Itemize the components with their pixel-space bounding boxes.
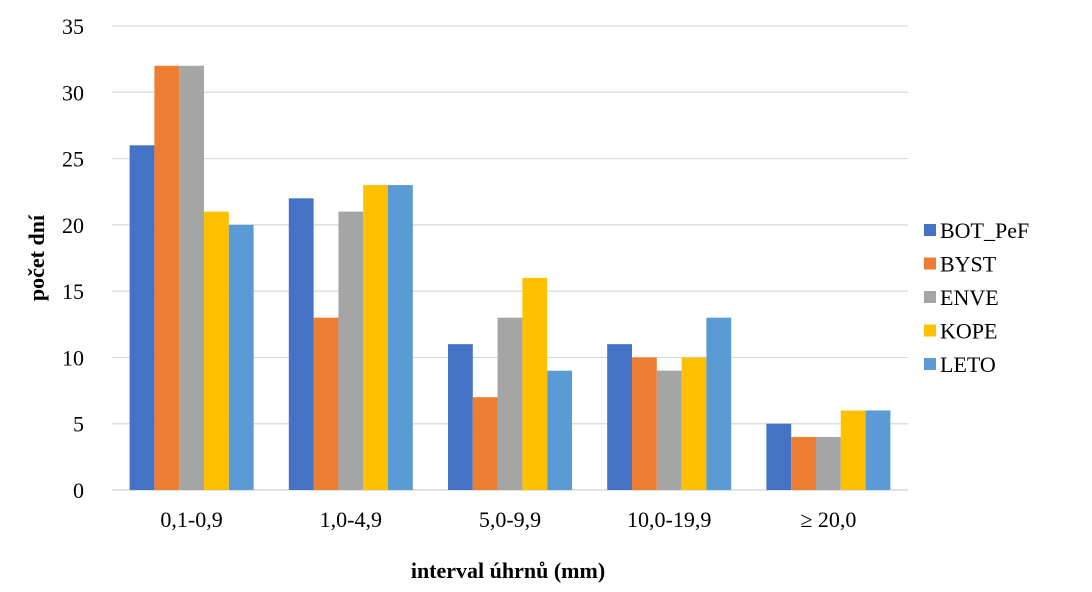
bar-byst-3 — [632, 357, 657, 490]
bar-bot-pef-2 — [448, 344, 473, 490]
bar-byst-1 — [313, 317, 339, 490]
legend-label: BOT_PeF — [940, 218, 1029, 243]
x-tick-label: 5,0-9,9 — [479, 507, 541, 532]
bar-leto-3 — [706, 317, 732, 490]
x-axis-title: interval úhrnů (mm) — [411, 558, 605, 583]
legend-label: ENVE — [940, 285, 999, 310]
y-tick-label: 35 — [62, 14, 84, 39]
bars — [129, 65, 891, 491]
legend: BOT_PeF BYST ENVE KOPE LETO — [924, 218, 1029, 377]
bar-bot-pef-0 — [129, 145, 155, 491]
y-tick-label: 0 — [73, 478, 84, 503]
y-axis-title: počet dní — [24, 214, 49, 301]
legend-label: LETO — [940, 352, 996, 377]
bar-leto-0 — [228, 224, 254, 490]
bar-byst-4 — [791, 436, 816, 490]
x-tick-label: 0,1-0,9 — [160, 507, 222, 532]
y-tick-label: 20 — [62, 213, 84, 238]
bar-enve-4 — [816, 436, 841, 490]
legend-swatch — [924, 257, 936, 270]
bar-enve-1 — [338, 211, 364, 490]
y-tick-label: 5 — [73, 412, 84, 437]
bar-leto-1 — [388, 185, 413, 491]
bar-leto-4 — [865, 410, 891, 490]
bar-byst-0 — [154, 65, 180, 491]
bar-kope-1 — [363, 185, 388, 491]
bar-enve-2 — [497, 317, 523, 490]
y-tick-label: 15 — [62, 279, 84, 304]
bar-bot-pef-1 — [288, 198, 314, 491]
bar-bot-pef-4 — [766, 423, 792, 490]
bar-enve-0 — [179, 65, 204, 491]
x-tick-label: ≥ 20,0 — [800, 507, 856, 532]
bar-leto-2 — [547, 370, 572, 490]
y-tick-label: 25 — [62, 147, 84, 172]
y-tick-label: 30 — [62, 80, 84, 105]
bar-kope-2 — [522, 277, 548, 490]
bar-kope-4 — [840, 410, 866, 490]
legend-label: KOPE — [940, 319, 997, 344]
bar-enve-3 — [656, 370, 682, 490]
x-tick-label: 1,0-4,9 — [320, 507, 382, 532]
legend-swatch — [924, 358, 936, 370]
legend-swatch — [924, 291, 936, 303]
legend-swatch — [924, 324, 936, 337]
y-axis-ticks: 0 5 10 15 20 25 30 35 — [62, 14, 84, 503]
x-axis-ticks: 0,1-0,9 1,0-4,9 5,0-9,9 10,0-19,9 ≥ 20,0 — [160, 507, 856, 532]
bar-bot-pef-3 — [607, 344, 632, 490]
y-tick-label: 10 — [62, 345, 84, 370]
legend-label: BYST — [940, 252, 997, 277]
bar-kope-0 — [204, 211, 229, 490]
bar-byst-2 — [472, 397, 498, 490]
legend-swatch — [924, 224, 936, 236]
bar-kope-3 — [681, 357, 707, 490]
x-tick-label: 10,0-19,9 — [627, 507, 711, 532]
